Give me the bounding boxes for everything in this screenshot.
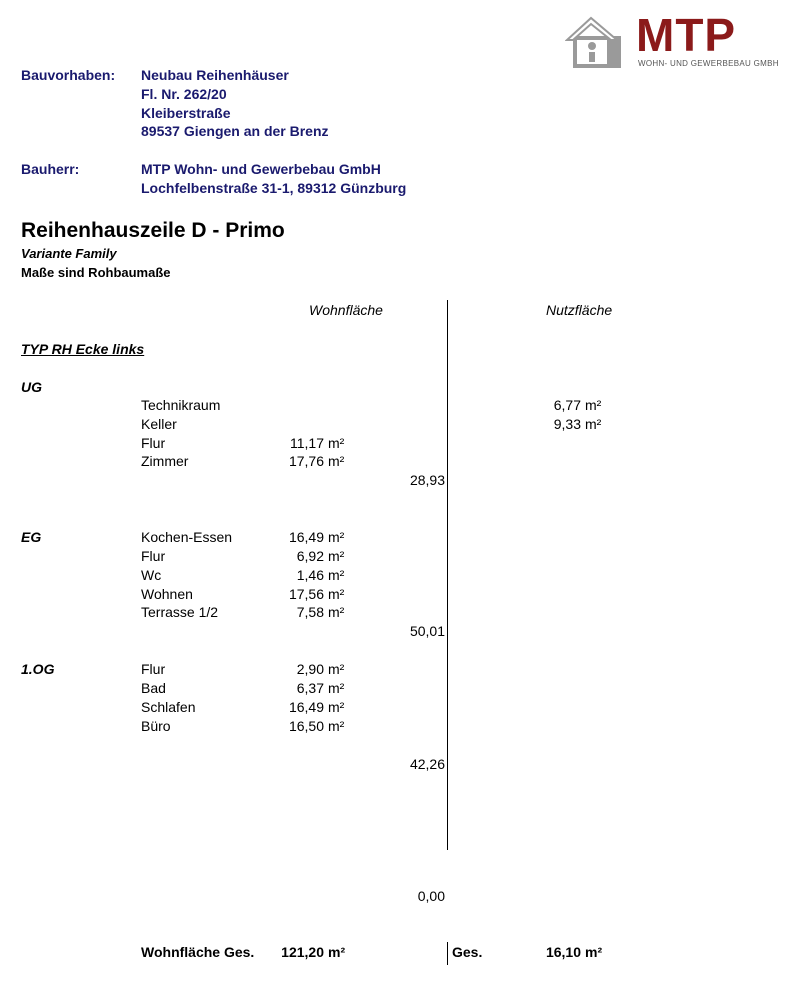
room-area: 6,92 m² xyxy=(296,548,345,564)
logo-subtitle: WOHN- UND GEWERBEBAU GMBH xyxy=(638,59,779,68)
total-nutzflaeche-value: 16,10 m² xyxy=(545,944,603,960)
room-area: 11,17 m² xyxy=(290,435,345,451)
room-name: Bad xyxy=(141,680,166,696)
room-name: Keller xyxy=(141,416,177,432)
room-name: Flur xyxy=(141,435,166,451)
room-name: Flur xyxy=(141,548,166,564)
room-name: Kochen-Essen xyxy=(141,529,233,545)
floor-subtotal: 42,26 xyxy=(409,756,445,772)
total-wohnflaeche-value: 121,20 m² xyxy=(281,944,346,960)
room-area: 6,37 m² xyxy=(296,680,345,696)
extra-subtotal: 0,00 xyxy=(417,888,445,904)
room-name: Technikraum xyxy=(141,397,221,413)
project-line: Fl. Nr. 262/20 xyxy=(141,86,227,102)
total-wohnflaeche-label: Wohnfläche Ges. xyxy=(141,944,255,960)
room-area: 16,49 m² xyxy=(288,699,345,715)
client-label: Bauherr: xyxy=(21,161,80,177)
column-divider xyxy=(447,942,448,965)
house-logo-icon xyxy=(565,16,621,68)
room-area: 9,33 m² xyxy=(553,416,602,432)
project-line: 89537 Giengen an der Brenz xyxy=(141,123,329,139)
room-name: Büro xyxy=(141,718,171,734)
room-name: Terrasse 1/2 xyxy=(141,604,219,620)
floor-subtotal: 50,01 xyxy=(409,623,445,639)
room-area: 16,50 m² xyxy=(288,718,345,734)
room-area: 2,90 m² xyxy=(296,661,345,677)
room-area: 7,58 m² xyxy=(296,604,345,620)
note: Maße sind Rohbaumaße xyxy=(21,265,171,280)
room-name: Zimmer xyxy=(141,453,189,469)
column-header-wohnflaeche: Wohnfläche xyxy=(309,302,383,318)
column-divider xyxy=(447,300,448,850)
floor-label: UG xyxy=(21,379,42,395)
room-name: Wohnen xyxy=(141,586,193,602)
company-logo: MTP xyxy=(636,9,737,61)
variant: Variante Family xyxy=(21,246,117,261)
project-line: Neubau Reihenhäuser xyxy=(141,67,289,83)
room-area: 16,49 m² xyxy=(288,529,345,545)
total-nutzflaeche-label: Ges. xyxy=(452,944,483,960)
room-area: 17,56 m² xyxy=(288,586,345,602)
floor-label: 1.OG xyxy=(21,661,55,677)
project-label: Bauvorhaben: xyxy=(21,67,116,83)
floor-label: EG xyxy=(21,529,42,545)
house-type: TYP RH Ecke links xyxy=(21,341,145,357)
column-header-nutzflaeche: Nutzfläche xyxy=(546,302,613,318)
room-name: Flur xyxy=(141,661,166,677)
room-name: Schlafen xyxy=(141,699,196,715)
room-area: 1,46 m² xyxy=(296,567,345,583)
project-line: Kleiberstraße xyxy=(141,105,231,121)
floor-subtotal: 28,93 xyxy=(409,472,445,488)
client-line: MTP Wohn- und Gewerbebau GmbH xyxy=(141,161,381,177)
room-area: 6,77 m² xyxy=(553,397,602,413)
client-line: Lochfelbenstraße 31-1, 89312 Günzburg xyxy=(141,180,407,196)
room-area: 17,76 m² xyxy=(288,453,345,469)
page-title: Reihenhauszeile D - Primo xyxy=(21,219,285,242)
room-name: Wc xyxy=(141,567,162,583)
